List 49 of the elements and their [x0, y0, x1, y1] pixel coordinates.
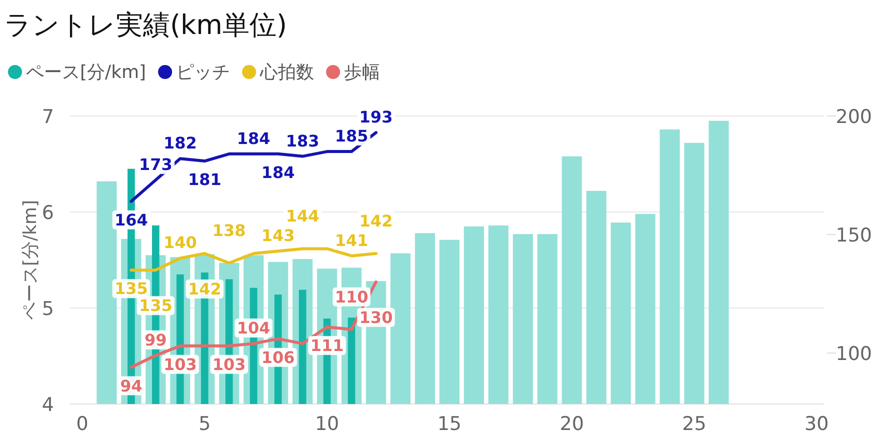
- y-tick-label: 5: [42, 298, 54, 320]
- data-label: 141: [334, 230, 368, 250]
- data-label: 182: [163, 134, 197, 153]
- data-label: 138: [212, 220, 246, 240]
- data-label: 104: [236, 318, 270, 338]
- line-series: [130, 247, 378, 272]
- data-label: 193: [359, 108, 393, 127]
- data-label: 110: [334, 287, 368, 306]
- data-label: 142: [188, 279, 222, 298]
- chart-title: ラントレ実績(km単位): [4, 10, 288, 41]
- data-label: 184: [261, 162, 295, 182]
- x-tick-label: 5: [198, 413, 211, 435]
- data-label: 181: [188, 170, 222, 190]
- line-series: [130, 131, 378, 203]
- data-label: 106: [261, 348, 295, 367]
- x-tick-label: 30: [804, 413, 829, 435]
- data-label: 144: [286, 206, 320, 226]
- data-label: 183: [286, 131, 320, 150]
- data-label: 140: [163, 233, 197, 252]
- data-label: 135: [114, 279, 148, 298]
- y-axis-title: ペース[分/km]: [20, 200, 41, 320]
- data-label: 94: [120, 376, 142, 396]
- x-tick-label: 0: [76, 413, 88, 435]
- data-label: 103: [163, 354, 197, 374]
- data-label: 173: [138, 155, 172, 174]
- data-label: 143: [261, 226, 295, 246]
- legend-label: ピッチ: [176, 62, 230, 83]
- y2-tick-label: 200: [836, 106, 872, 128]
- x-tick-label: 15: [437, 413, 462, 435]
- legend-label: 歩幅: [344, 62, 380, 83]
- x-tick-label: 10: [314, 413, 340, 435]
- x-tick-label: 20: [560, 413, 584, 435]
- y2-tick-label: 100: [836, 343, 872, 366]
- legend-label: ペース[分/km]: [26, 62, 146, 83]
- data-label: 130: [359, 308, 393, 327]
- y-tick-label: 6: [42, 202, 54, 224]
- y-tick-label: 4: [42, 394, 54, 416]
- data-label: 103: [212, 354, 246, 374]
- y2-tick-label: 150: [836, 224, 872, 247]
- x-tick-label: 25: [682, 413, 706, 435]
- y-tick-label: 7: [42, 106, 54, 128]
- data-label: 111: [310, 336, 344, 355]
- data-label: 184: [236, 128, 270, 148]
- data-label: 185: [334, 126, 368, 146]
- data-label: 135: [138, 296, 172, 316]
- data-label: 99: [144, 330, 167, 350]
- data-label: 142: [359, 211, 393, 230]
- data-label: 164: [114, 210, 148, 230]
- legend-label: 心拍数: [259, 62, 314, 83]
